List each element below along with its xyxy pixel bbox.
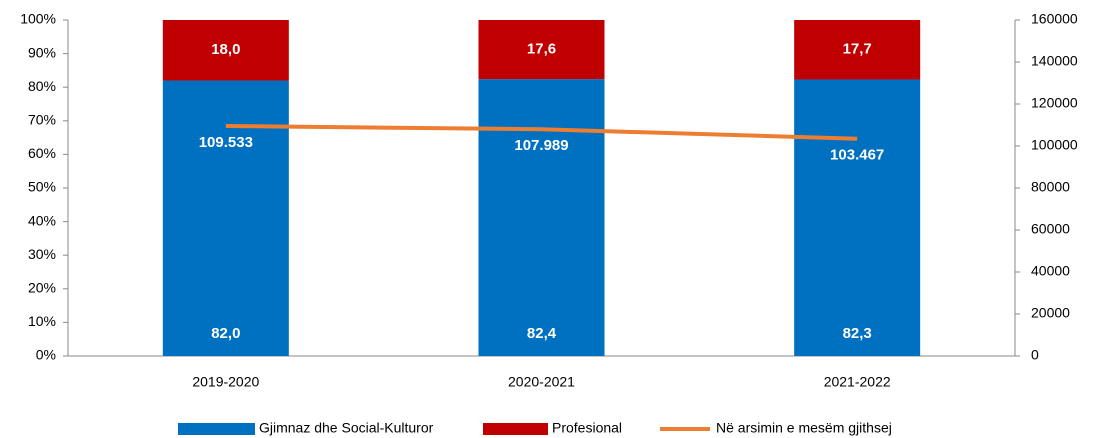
y2-tick-label: 20000	[1031, 305, 1070, 321]
bar-segment	[478, 20, 605, 80]
y-tick-label: 70%	[28, 112, 56, 128]
value-label: 17,7	[843, 41, 872, 58]
y-tick-label: 10%	[28, 313, 56, 329]
legend-label: Gjimnaz dhe Social-Kulturor	[259, 420, 434, 436]
bar-segment	[162, 80, 289, 356]
y-tick-label: 50%	[28, 179, 56, 195]
value-label: 82,3	[843, 325, 872, 342]
y2-tick-label: 60000	[1031, 221, 1070, 237]
legend-swatch	[483, 423, 548, 435]
bar-segment	[162, 20, 289, 81]
value-label: 17,6	[527, 41, 556, 58]
line-series	[225, 123, 858, 141]
y-tick-label: 100%	[20, 11, 56, 27]
y-tick-label: 90%	[28, 44, 56, 60]
x-tick-label: 2021-2022	[824, 374, 891, 390]
x-tick-label: 2020-2021	[508, 374, 575, 390]
bar-segment	[794, 79, 921, 357]
value-label: 109.533	[199, 134, 253, 151]
y2-tick-label: 120000	[1031, 95, 1078, 111]
y2-tick-label: 160000	[1031, 11, 1078, 27]
value-label: 82,0	[211, 325, 240, 342]
y-tick-label: 0%	[36, 347, 56, 363]
y-tick-label: 60%	[28, 145, 56, 161]
y2-tick-label: 100000	[1031, 137, 1078, 153]
y-tick-label: 80%	[28, 78, 56, 94]
bar-segment	[478, 79, 605, 357]
value-label: 18,0	[211, 41, 240, 58]
y2-tick-label: 80000	[1031, 179, 1070, 195]
x-tick-label: 2019-2020	[192, 374, 259, 390]
legend-label: Profesional	[552, 420, 622, 436]
y2-tick-label: 0	[1031, 347, 1039, 363]
legend-swatch	[178, 423, 255, 435]
value-label: 82,4	[527, 325, 557, 342]
y-tick-label: 30%	[28, 246, 56, 262]
value-label: 107.989	[514, 137, 568, 154]
y2-tick-label: 140000	[1031, 53, 1078, 69]
bar-segment	[794, 20, 921, 80]
value-label: 103.467	[830, 147, 884, 164]
legend-label: Në arsimin e mesëm gjithsej	[716, 420, 892, 436]
y-tick-label: 20%	[28, 280, 56, 296]
y2-tick-label: 40000	[1031, 263, 1070, 279]
y-tick-label: 40%	[28, 212, 56, 228]
